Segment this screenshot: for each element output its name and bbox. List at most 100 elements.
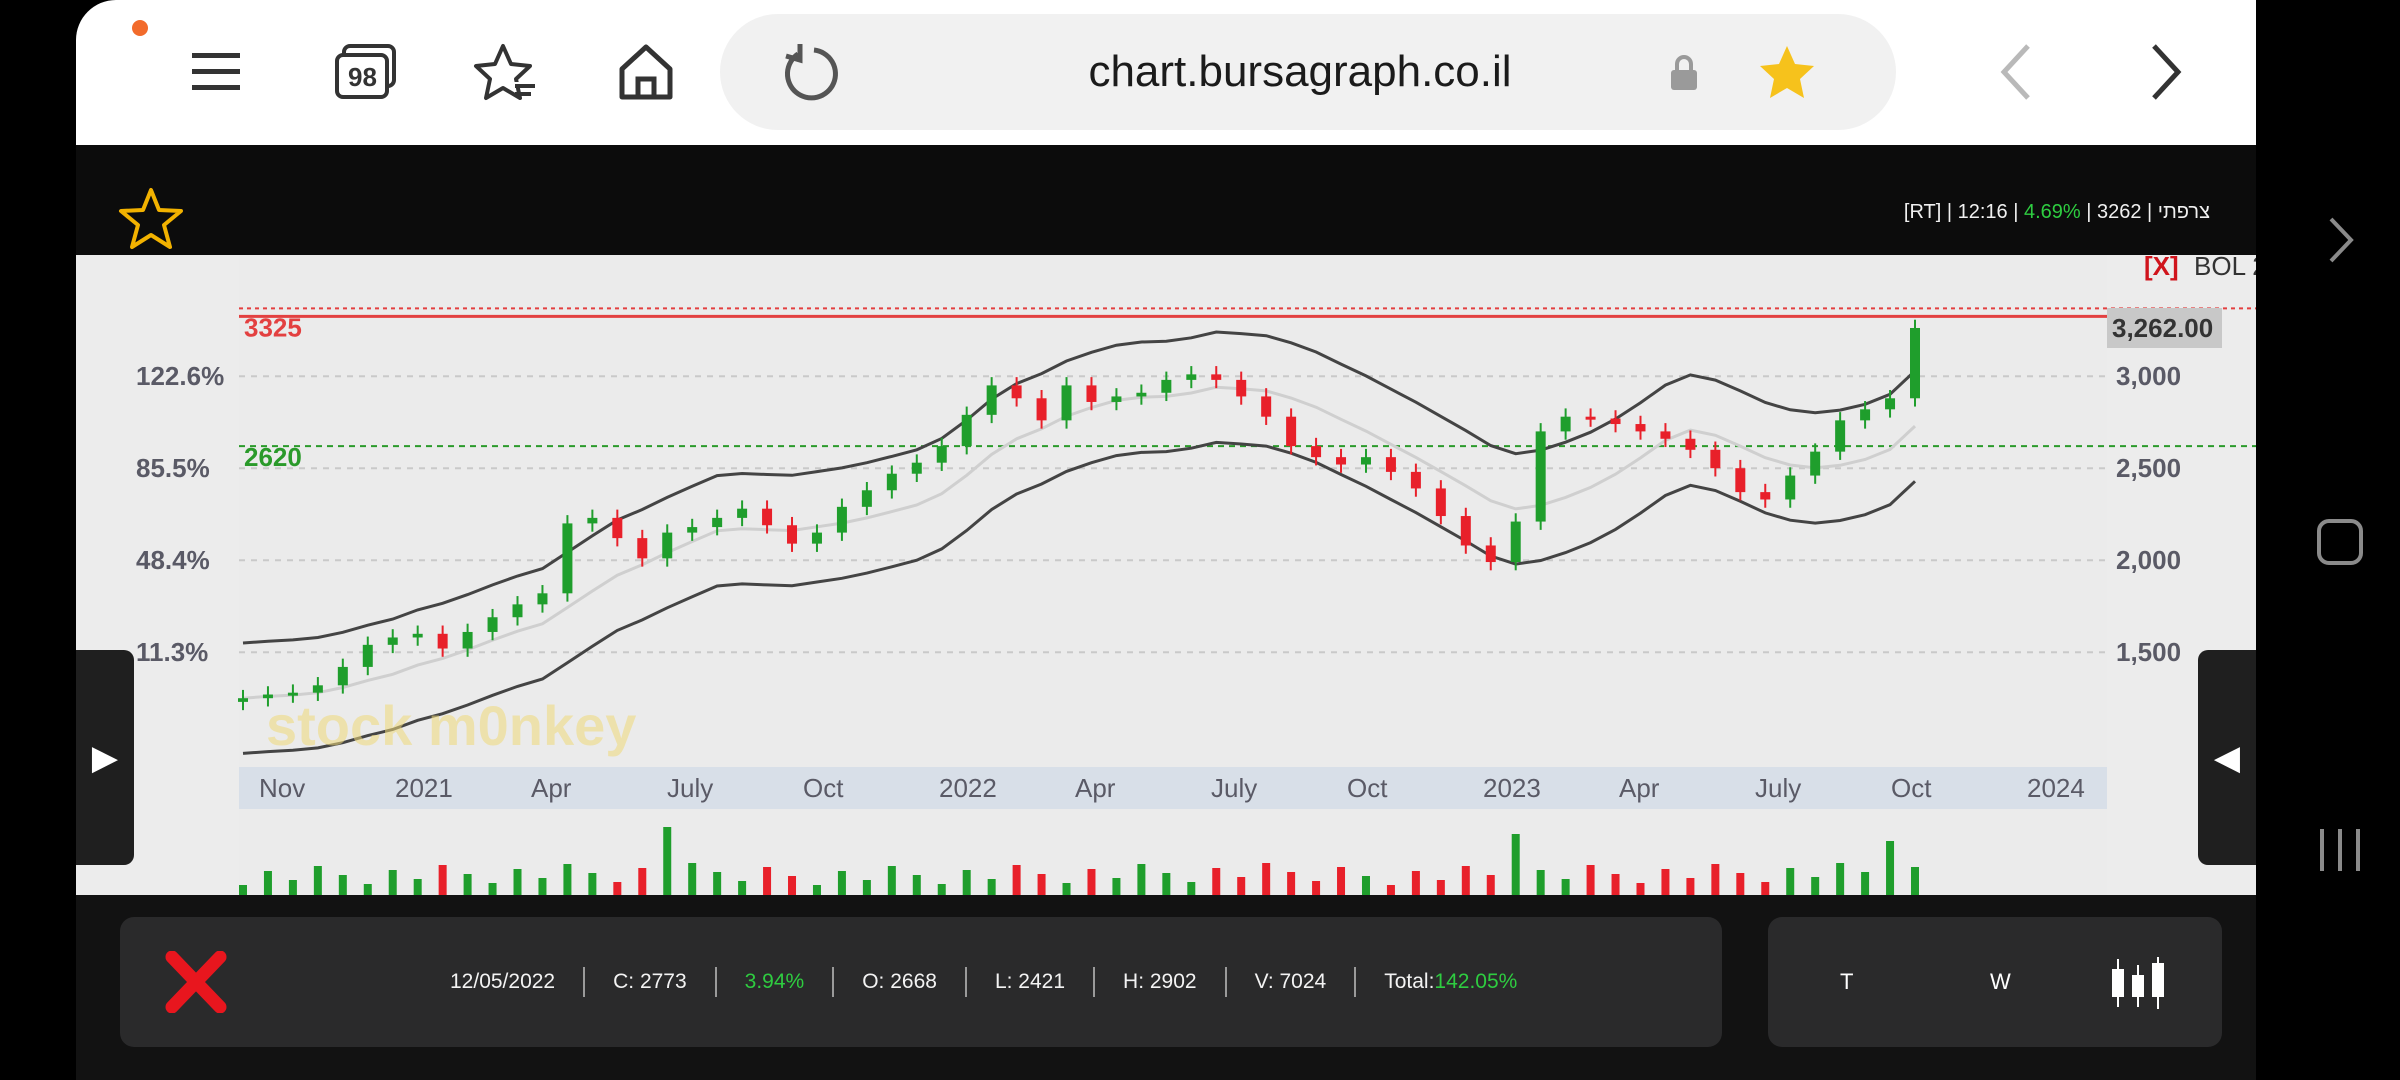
home-button[interactable]: [606, 32, 686, 112]
watchlist-star-button[interactable]: [118, 187, 184, 253]
volume-bar: [413, 879, 422, 895]
x-tick-label: Oct: [1891, 773, 1932, 803]
candle-body: [1860, 409, 1871, 421]
close-icon: [165, 950, 227, 1014]
reload-button[interactable]: [780, 42, 840, 107]
lock-icon[interactable]: [1668, 54, 1700, 97]
y-tick-left: 122.6%: [136, 361, 224, 391]
volume-bar: [837, 871, 846, 895]
volume-bar: [1911, 867, 1919, 895]
web-content: [RT] | 12:16 | 4.69% | 3262 | צרפתי 3,00…: [76, 145, 2267, 1080]
stat-change: 3.94%: [744, 970, 805, 993]
stat-close: C: 2773: [613, 970, 687, 993]
volume-bar: [1012, 865, 1021, 895]
candle-body: [262, 694, 273, 699]
volume-bar: [313, 866, 322, 895]
candle-body: [587, 517, 598, 524]
play-left-icon: ◀: [2213, 738, 2241, 777]
candle-body: [1111, 396, 1122, 402]
bollinger-lower: [242, 440, 1917, 755]
volume-bar: [962, 870, 971, 895]
volume-bar: [463, 874, 472, 895]
indicator-label: BOL 2: [2194, 255, 2256, 281]
tabs-count: 98: [348, 62, 377, 92]
timeframe-w-button[interactable]: W: [1990, 969, 2011, 994]
candle-body: [1385, 457, 1396, 472]
volume-bar: [763, 867, 772, 895]
resistance-label: 3325: [244, 312, 302, 342]
bookmark-list-icon: [474, 44, 535, 100]
volume-bar: [1861, 872, 1870, 895]
volume-bar: [1087, 869, 1096, 895]
close-chart-button[interactable]: [164, 950, 228, 1018]
volume-bar: [937, 884, 946, 895]
y-tick-right: 2,000: [2116, 545, 2181, 575]
candle-body: [337, 666, 348, 686]
tabs-button[interactable]: 98: [326, 32, 406, 112]
forward-button[interactable]: [2126, 32, 2206, 112]
ticker-info: [RT] | 12:16 | 4.69% | 3262 | צרפתי: [1904, 201, 2210, 224]
volume-bar: [987, 879, 996, 895]
candle-body: [1685, 438, 1696, 450]
x-tick-label: 2021: [395, 773, 453, 803]
stat-high: H: 2902: [1123, 970, 1197, 993]
candle-body: [612, 517, 623, 539]
candle-body: [1835, 420, 1846, 452]
volume-bar: [862, 880, 871, 895]
volume-bar: [538, 878, 547, 895]
volume-bar: [1312, 881, 1321, 895]
candle-body: [287, 692, 298, 696]
candle-body: [1311, 446, 1322, 458]
bookmarks-button[interactable]: [466, 32, 546, 112]
y-tick-right: 1,500: [2116, 637, 2181, 667]
volume-bar: [588, 873, 597, 895]
stat-open: O: 2668: [862, 970, 937, 993]
left-panel-toggle[interactable]: ▶: [76, 650, 134, 865]
candle-body: [936, 446, 947, 463]
stat-volume: V: 7024: [1254, 970, 1327, 993]
menu-button[interactable]: [176, 32, 256, 112]
volume-bar: [1711, 864, 1720, 895]
indicator-close-button[interactable]: [X]: [2144, 251, 2179, 281]
volume-bar: [363, 884, 372, 895]
favorite-star-icon[interactable]: [1758, 44, 1816, 105]
candle-body: [1535, 431, 1546, 522]
volume-bar: [1586, 865, 1595, 895]
candle-body: [1186, 374, 1197, 380]
candle-body: [637, 538, 648, 559]
volume-bar: [1836, 863, 1845, 895]
address-bar[interactable]: chart.bursagraph.co.il: [720, 14, 1896, 130]
right-panel-toggle[interactable]: ◀: [2198, 650, 2256, 865]
candle-body: [1136, 392, 1147, 397]
chart-header: [RT] | 12:16 | 4.69% | 3262 | צרפתי: [76, 145, 2256, 255]
candle-body: [1011, 385, 1022, 399]
volume-bar: [1486, 875, 1495, 895]
system-home-button[interactable]: [2310, 512, 2370, 572]
watermark-text: stock m0nkey: [266, 694, 636, 757]
browser-toolbar: 98 chart.bursagraph.co.il: [76, 0, 2256, 145]
reload-icon: [784, 44, 838, 101]
candle-body: [312, 685, 323, 693]
volume-bar: [263, 871, 272, 895]
timeframe-t-button[interactable]: T: [1840, 969, 1854, 994]
back-button[interactable]: [1976, 32, 2056, 112]
notification-dot: [132, 20, 148, 36]
ticker-change: 4.69%: [2023, 201, 2081, 223]
system-forward-button[interactable]: [2310, 210, 2370, 270]
x-tick-label: July: [667, 773, 713, 803]
hamburger-icon: [192, 53, 240, 90]
chart-type-button[interactable]: [2108, 955, 2168, 1016]
x-tick-label: 2024: [2027, 773, 2085, 803]
price-chart[interactable]: 3,000 122.6% 2,500 85.5% 2,000 48.4% 1,500 11.3…: [76, 251, 2267, 895]
chart-canvas[interactable]: 3,000 122.6% 2,500 85.5% 2,000 48.4% 1,500 11.3…: [76, 251, 2267, 895]
url-text[interactable]: chart.bursagraph.co.il: [1088, 47, 1512, 96]
candle-body: [662, 532, 673, 559]
volume-bar: [1237, 877, 1246, 895]
volume-bar: [288, 880, 297, 895]
candle-body: [537, 593, 548, 605]
candle-body: [1061, 385, 1072, 421]
device-frame: 98 chart.bursagraph.co.il: [76, 0, 2267, 1080]
system-recents-button[interactable]: [2310, 820, 2370, 880]
volume-bar: [338, 875, 347, 895]
candle-body: [787, 525, 798, 544]
